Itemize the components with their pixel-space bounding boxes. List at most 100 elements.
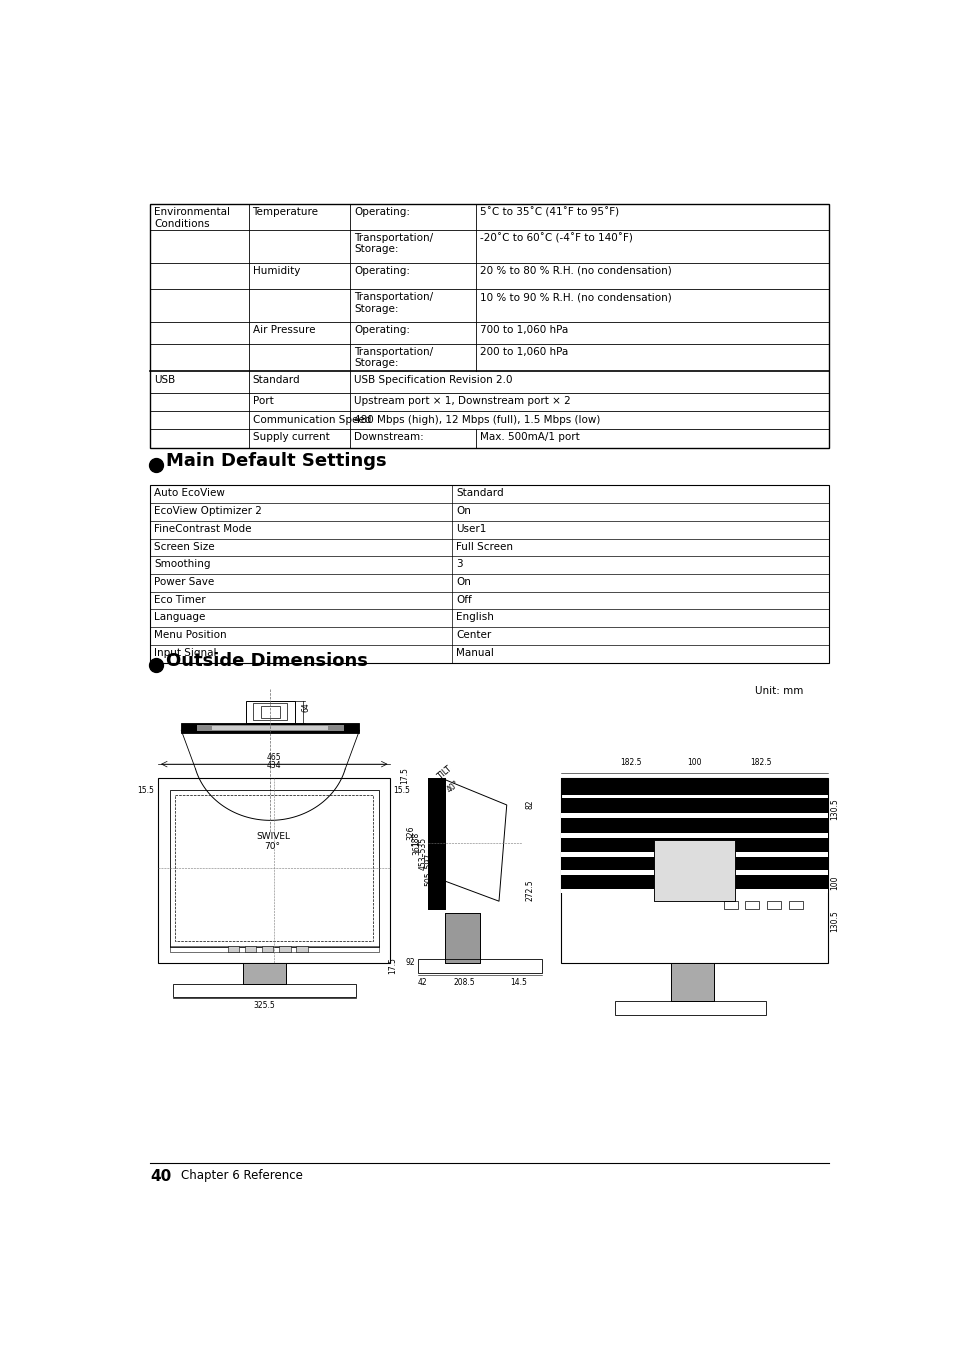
Bar <box>766 902 781 909</box>
Text: 465: 465 <box>267 753 281 761</box>
Text: 15.5: 15.5 <box>393 786 409 795</box>
Bar <box>150 486 828 663</box>
Text: 325.5: 325.5 <box>253 1002 274 1010</box>
Bar <box>560 798 827 814</box>
Bar <box>560 833 827 838</box>
Bar <box>670 963 713 1002</box>
Text: 100: 100 <box>829 875 839 890</box>
Text: 700 to 1,060 hPa: 700 to 1,060 hPa <box>479 325 567 335</box>
Text: TILT: TILT <box>435 764 453 782</box>
Bar <box>245 701 294 722</box>
Text: Transportation/
Storage:: Transportation/ Storage: <box>354 292 433 313</box>
Bar <box>243 963 286 984</box>
Bar <box>560 778 827 795</box>
Text: Temperature: Temperature <box>253 208 318 217</box>
Text: USB: USB <box>154 374 175 385</box>
Text: 70°: 70° <box>264 842 280 850</box>
Text: Auto EcoView: Auto EcoView <box>154 489 225 498</box>
Text: 361: 361 <box>412 841 421 855</box>
Text: Off: Off <box>456 595 472 605</box>
Text: Operating:: Operating: <box>354 208 410 217</box>
Bar <box>744 902 759 909</box>
Text: Port: Port <box>253 396 273 406</box>
Text: FineContrast Mode: FineContrast Mode <box>154 524 252 533</box>
Text: 5˚C to 35˚C (41˚F to 95˚F): 5˚C to 35˚C (41˚F to 95˚F) <box>479 208 618 217</box>
Bar <box>427 778 444 909</box>
Text: Menu Position: Menu Position <box>154 630 227 640</box>
Bar <box>245 946 256 952</box>
Text: 182.5: 182.5 <box>619 759 640 767</box>
Bar <box>427 778 444 909</box>
Text: 130.5: 130.5 <box>829 799 839 821</box>
Bar <box>150 204 828 448</box>
Text: 188: 188 <box>411 832 419 846</box>
Bar <box>654 840 735 902</box>
Text: 64: 64 <box>301 702 310 711</box>
Text: Standard: Standard <box>456 489 503 498</box>
Bar <box>173 984 355 996</box>
Text: 326: 326 <box>406 825 415 840</box>
Bar <box>670 963 713 1002</box>
Bar <box>196 725 344 732</box>
Text: Screen Size: Screen Size <box>154 541 214 552</box>
Bar <box>723 902 737 909</box>
Bar <box>560 814 827 818</box>
Text: 182.5: 182.5 <box>749 759 771 767</box>
Text: 272.5: 272.5 <box>525 880 534 902</box>
Text: Full Screen: Full Screen <box>456 541 513 552</box>
Text: 100: 100 <box>686 759 700 767</box>
Text: 434: 434 <box>267 761 281 771</box>
Text: Communication Speed: Communication Speed <box>253 414 371 424</box>
Text: Environmental
Conditions: Environmental Conditions <box>154 208 230 230</box>
Bar <box>560 852 827 856</box>
Text: 20 % to 80 % R.H. (no condensation): 20 % to 80 % R.H. (no condensation) <box>479 266 671 275</box>
Text: Humidity: Humidity <box>253 266 299 275</box>
Text: 17.5: 17.5 <box>388 957 396 973</box>
Text: Center: Center <box>456 630 491 640</box>
Text: Transportation/
Storage:: Transportation/ Storage: <box>354 347 433 369</box>
Bar <box>444 913 479 963</box>
Text: EcoView Optimizer 2: EcoView Optimizer 2 <box>154 506 262 516</box>
Text: 17.5: 17.5 <box>399 767 409 784</box>
Bar <box>560 871 827 875</box>
Text: 82: 82 <box>525 799 534 809</box>
Bar <box>174 795 373 941</box>
Text: 505–597: 505–597 <box>424 853 434 886</box>
Bar <box>417 958 541 973</box>
Text: Transportation/
Storage:: Transportation/ Storage: <box>354 232 433 254</box>
Bar <box>560 818 827 833</box>
Text: Air Pressure: Air Pressure <box>253 325 314 335</box>
Text: Operating:: Operating: <box>354 266 410 275</box>
Text: 40°: 40° <box>444 779 460 794</box>
Bar <box>295 946 307 952</box>
Text: 40: 40 <box>150 1169 172 1184</box>
Text: Language: Language <box>154 613 205 622</box>
Bar <box>615 1002 765 1015</box>
Text: 480 Mbps (high), 12 Mbps (full), 1.5 Mbps (low): 480 Mbps (high), 12 Mbps (full), 1.5 Mbp… <box>354 414 599 424</box>
Bar <box>560 778 827 963</box>
Text: Downstream:: Downstream: <box>354 432 423 443</box>
Bar <box>560 888 827 894</box>
Text: 92: 92 <box>405 958 415 968</box>
Text: On: On <box>456 506 471 516</box>
Bar <box>158 778 390 963</box>
Text: -20˚C to 60˚C (-4˚F to 140˚F): -20˚C to 60˚C (-4˚F to 140˚F) <box>479 232 632 243</box>
Text: Standard: Standard <box>253 374 300 385</box>
Bar <box>560 873 827 888</box>
Text: English: English <box>456 613 494 622</box>
Bar <box>278 946 291 952</box>
Text: Input Signal: Input Signal <box>154 648 216 657</box>
Text: Power Save: Power Save <box>154 576 214 587</box>
Bar <box>261 946 274 952</box>
Text: 453–535: 453–535 <box>418 837 427 871</box>
Text: Upstream port × 1, Downstream port × 2: Upstream port × 1, Downstream port × 2 <box>354 396 570 406</box>
Bar <box>560 855 827 871</box>
Text: 130.5: 130.5 <box>829 910 839 932</box>
Text: Max. 500mA/1 port: Max. 500mA/1 port <box>479 432 578 443</box>
Text: Operating:: Operating: <box>354 325 410 335</box>
Text: 42: 42 <box>417 979 427 987</box>
Bar <box>170 790 378 948</box>
Bar <box>253 703 287 721</box>
Text: User1: User1 <box>456 524 486 533</box>
Bar <box>788 902 802 909</box>
